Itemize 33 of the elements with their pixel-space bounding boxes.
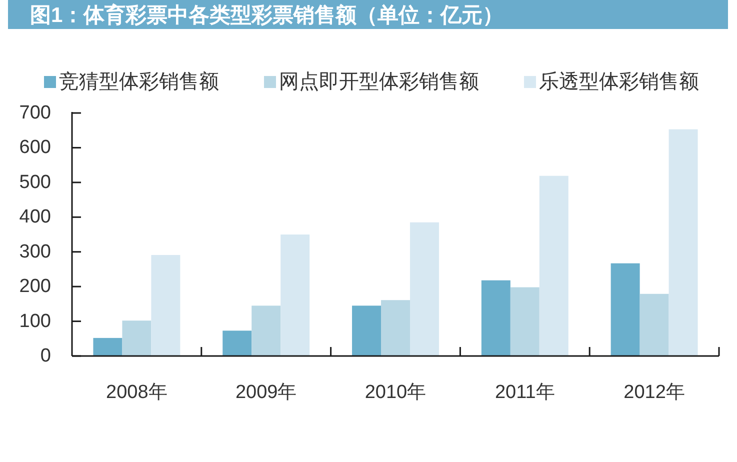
x-tick-label: 2008年	[106, 382, 168, 403]
legend-label: 乐透型体彩销售额	[539, 71, 699, 93]
y-tick-label: 600	[19, 137, 51, 158]
bar	[481, 280, 510, 356]
y-tick-label: 500	[19, 172, 51, 193]
bar	[381, 300, 410, 356]
legend-label: 竞猜型体彩销售额	[59, 71, 219, 93]
bar	[352, 306, 382, 356]
bar	[410, 222, 439, 356]
chart-title: 图1：体育彩票中各类型彩票销售额（单位：亿元）	[30, 3, 504, 27]
y-tick-label: 400	[19, 206, 51, 228]
y-tick-label: 100	[19, 310, 51, 332]
bar	[93, 338, 122, 356]
bar	[640, 294, 669, 356]
x-tick-label: 2012年	[624, 382, 685, 403]
bar	[280, 234, 310, 356]
bar	[668, 129, 698, 356]
bar	[222, 330, 252, 356]
bar	[510, 287, 540, 356]
bar	[122, 320, 152, 356]
bar	[252, 306, 281, 356]
y-tick-label: 700	[19, 102, 51, 124]
y-tick-label: 300	[19, 241, 51, 262]
bar	[610, 263, 640, 356]
x-tick-label: 2010年	[364, 382, 426, 403]
y-tick-label: 200	[19, 276, 51, 298]
x-tick-label: 2009年	[235, 382, 297, 403]
bar	[151, 254, 180, 356]
legend-label: 网点即开型体彩销售额	[279, 71, 479, 93]
y-tick-label: 0	[40, 346, 51, 366]
bar	[539, 176, 568, 356]
title: 图1：体育彩票中各类型彩票销售额（单位：亿元）	[8, 0, 728, 29]
x-tick-label: 2011年	[494, 382, 555, 403]
